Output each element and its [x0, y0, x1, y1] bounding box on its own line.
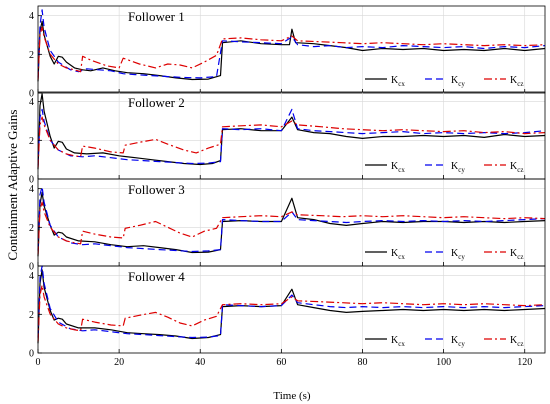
- plot-frame: [37, 265, 546, 354]
- subplot-3: 0 2 4 Follower 3 Kcx Kcy Kcz: [29, 178, 546, 273]
- figure-y-axis-label: Containment Adaptive Gains: [5, 110, 20, 261]
- y-tick-label: 0: [29, 349, 34, 360]
- legend-entry-kcz: Kcz: [510, 161, 523, 174]
- x-tick-label: 0: [36, 357, 41, 368]
- series-line-kcz: [37, 116, 546, 168]
- series-line-kcz: [37, 201, 546, 255]
- x-tick-label: 60: [276, 357, 286, 368]
- legend-entry-kcx: Kcx: [391, 161, 405, 174]
- subplot-title: Follower 2: [128, 95, 185, 110]
- x-tick-label: 80: [357, 357, 367, 368]
- subplot-title: Follower 4: [128, 269, 185, 284]
- subplot-1: 0 2 4 Follower 1 Kcx Kcy Kcz: [29, 5, 546, 100]
- x-tick-label: 20: [114, 357, 124, 368]
- x-tick-label: 120: [517, 357, 532, 368]
- legend-entry-kcx: Kcx: [391, 75, 405, 88]
- y-tick-label: 2: [29, 310, 34, 321]
- series-line-kcz: [37, 284, 546, 342]
- legend-entry-kcy: Kcy: [451, 75, 465, 88]
- y-tick-label: 0: [29, 175, 34, 186]
- series-line-kcy: [37, 186, 546, 253]
- y-tick-label: 2: [29, 50, 34, 61]
- y-tick-label: 2: [29, 136, 34, 147]
- y-tick-label: 0: [29, 262, 34, 273]
- plot-frame: [37, 5, 546, 94]
- subplot-title: Follower 3: [128, 182, 185, 197]
- subplot-panels: 0 2 4 Follower 1 Kcx Kcy Kcz 0 2 4 Follower 2 Kcx Kc…: [29, 5, 546, 368]
- y-tick-label: 4: [29, 11, 34, 22]
- subplot-title: Follower 1: [128, 9, 185, 24]
- series-line-kcy: [37, 9, 546, 79]
- legend-entry-kcx: Kcx: [391, 248, 405, 261]
- y-tick-label: 4: [29, 271, 34, 282]
- legend-entry-kcz: Kcz: [510, 335, 523, 348]
- figure-x-axis-label: Time (s): [273, 390, 311, 402]
- subplot-2: 0 2 4 Follower 2 Kcx Kcy Kcz: [29, 91, 546, 186]
- x-tick-label: 100: [436, 357, 451, 368]
- y-tick-label: 4: [29, 97, 34, 108]
- legend-entry-kcy: Kcy: [451, 248, 465, 261]
- series-line-kcx: [37, 191, 546, 257]
- series-line-kcy: [37, 265, 546, 339]
- x-tick-label: 40: [195, 357, 205, 368]
- legend-entry-kcy: Kcy: [451, 335, 465, 348]
- y-tick-label: 2: [29, 223, 34, 234]
- legend-entry-kcz: Kcz: [510, 75, 523, 88]
- y-tick-label: 4: [29, 184, 34, 195]
- legend-entry-kcz: Kcz: [510, 248, 523, 261]
- y-tick-label: 0: [29, 89, 34, 100]
- legend-entry-kcx: Kcx: [391, 335, 405, 348]
- legend-entry-kcy: Kcy: [451, 161, 465, 174]
- series-line-kcx: [37, 20, 546, 82]
